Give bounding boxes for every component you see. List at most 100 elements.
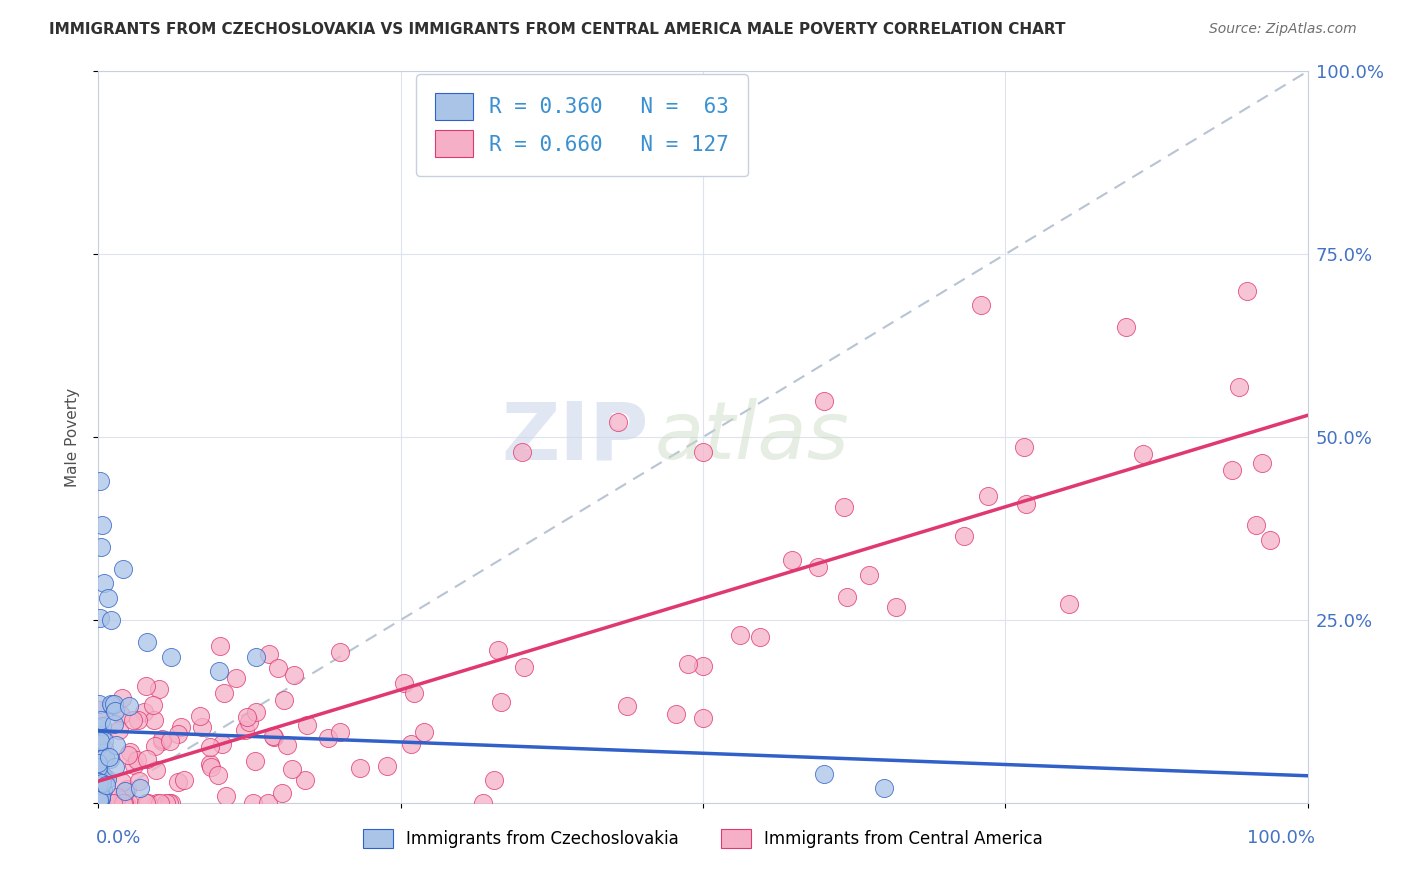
- Legend: Immigrants from Czechoslovakia, Immigrants from Central America: Immigrants from Czechoslovakia, Immigran…: [356, 822, 1050, 855]
- Point: [1014, 497, 1036, 511]
- Point: [87, 697, 110, 711]
- Point: [91, 776, 114, 790]
- Point: [136, 796, 159, 810]
- Point: [807, 559, 830, 574]
- Point: [143, 739, 166, 753]
- Point: [349, 761, 371, 775]
- Point: [112, 796, 135, 810]
- Point: [135, 752, 157, 766]
- Point: [316, 731, 339, 746]
- Point: [90, 745, 112, 759]
- Point: [90, 728, 112, 742]
- Point: [159, 734, 181, 748]
- Point: [89, 796, 111, 810]
- Text: 100.0%: 100.0%: [1247, 829, 1315, 847]
- Point: [242, 796, 264, 810]
- Point: [1244, 518, 1267, 533]
- Point: [87, 789, 110, 803]
- Point: [263, 730, 285, 744]
- Point: [94, 750, 117, 764]
- Point: [89, 703, 111, 717]
- Point: [329, 725, 352, 739]
- Point: [257, 647, 280, 661]
- Point: [198, 757, 221, 772]
- Point: [191, 720, 214, 734]
- Point: [89, 793, 111, 807]
- Point: [135, 679, 157, 693]
- Point: [212, 685, 235, 699]
- Point: [233, 723, 256, 737]
- Point: [104, 760, 127, 774]
- Point: [87, 759, 110, 773]
- Point: [607, 416, 630, 430]
- Point: [157, 796, 180, 810]
- Point: [87, 789, 110, 804]
- Point: [120, 745, 142, 759]
- Point: [267, 661, 290, 675]
- Point: [93, 740, 115, 755]
- Point: [111, 789, 134, 804]
- Point: [676, 657, 699, 671]
- Point: [155, 796, 177, 810]
- Point: [110, 708, 132, 723]
- Point: [135, 635, 157, 649]
- Point: [1227, 380, 1250, 394]
- Point: [91, 752, 114, 766]
- Point: [510, 444, 533, 458]
- Point: [728, 628, 751, 642]
- Point: [100, 613, 122, 627]
- Text: 0.0%: 0.0%: [96, 829, 141, 847]
- Point: [87, 762, 110, 776]
- Point: [117, 748, 139, 763]
- Point: [115, 782, 138, 797]
- Point: [404, 686, 426, 700]
- Point: [952, 529, 974, 543]
- Point: [146, 796, 169, 810]
- Point: [160, 796, 183, 810]
- Point: [160, 649, 183, 664]
- Point: [471, 796, 494, 810]
- Point: [489, 695, 512, 709]
- Point: [200, 760, 222, 774]
- Point: [392, 676, 415, 690]
- Point: [149, 796, 172, 810]
- Point: [198, 739, 221, 754]
- Point: [142, 698, 165, 712]
- Point: [692, 444, 714, 458]
- Point: [90, 790, 112, 805]
- Point: [94, 778, 117, 792]
- Point: [207, 767, 229, 781]
- Point: [91, 769, 114, 783]
- Point: [1222, 463, 1244, 477]
- Point: [89, 757, 111, 772]
- Point: [121, 713, 143, 727]
- Point: [87, 778, 110, 792]
- Point: [89, 775, 111, 789]
- Point: [87, 780, 110, 794]
- Point: [96, 772, 118, 786]
- Point: [295, 718, 318, 732]
- Point: [884, 599, 907, 614]
- Point: [513, 660, 536, 674]
- Point: [101, 698, 124, 712]
- Point: [665, 706, 688, 721]
- Point: [1236, 284, 1258, 298]
- Point: [873, 781, 896, 796]
- Point: [93, 576, 115, 591]
- Point: [111, 690, 134, 705]
- Point: [98, 752, 121, 766]
- Point: [813, 766, 835, 780]
- Point: [91, 719, 114, 733]
- Point: [87, 780, 110, 794]
- Point: [90, 540, 112, 554]
- Point: [977, 490, 1000, 504]
- Point: [215, 789, 238, 803]
- Point: [118, 699, 141, 714]
- Point: [128, 780, 150, 795]
- Point: [243, 754, 266, 768]
- Point: [692, 711, 714, 725]
- Point: [412, 724, 434, 739]
- Point: [1132, 447, 1154, 461]
- Point: [103, 698, 125, 712]
- Point: [238, 714, 260, 729]
